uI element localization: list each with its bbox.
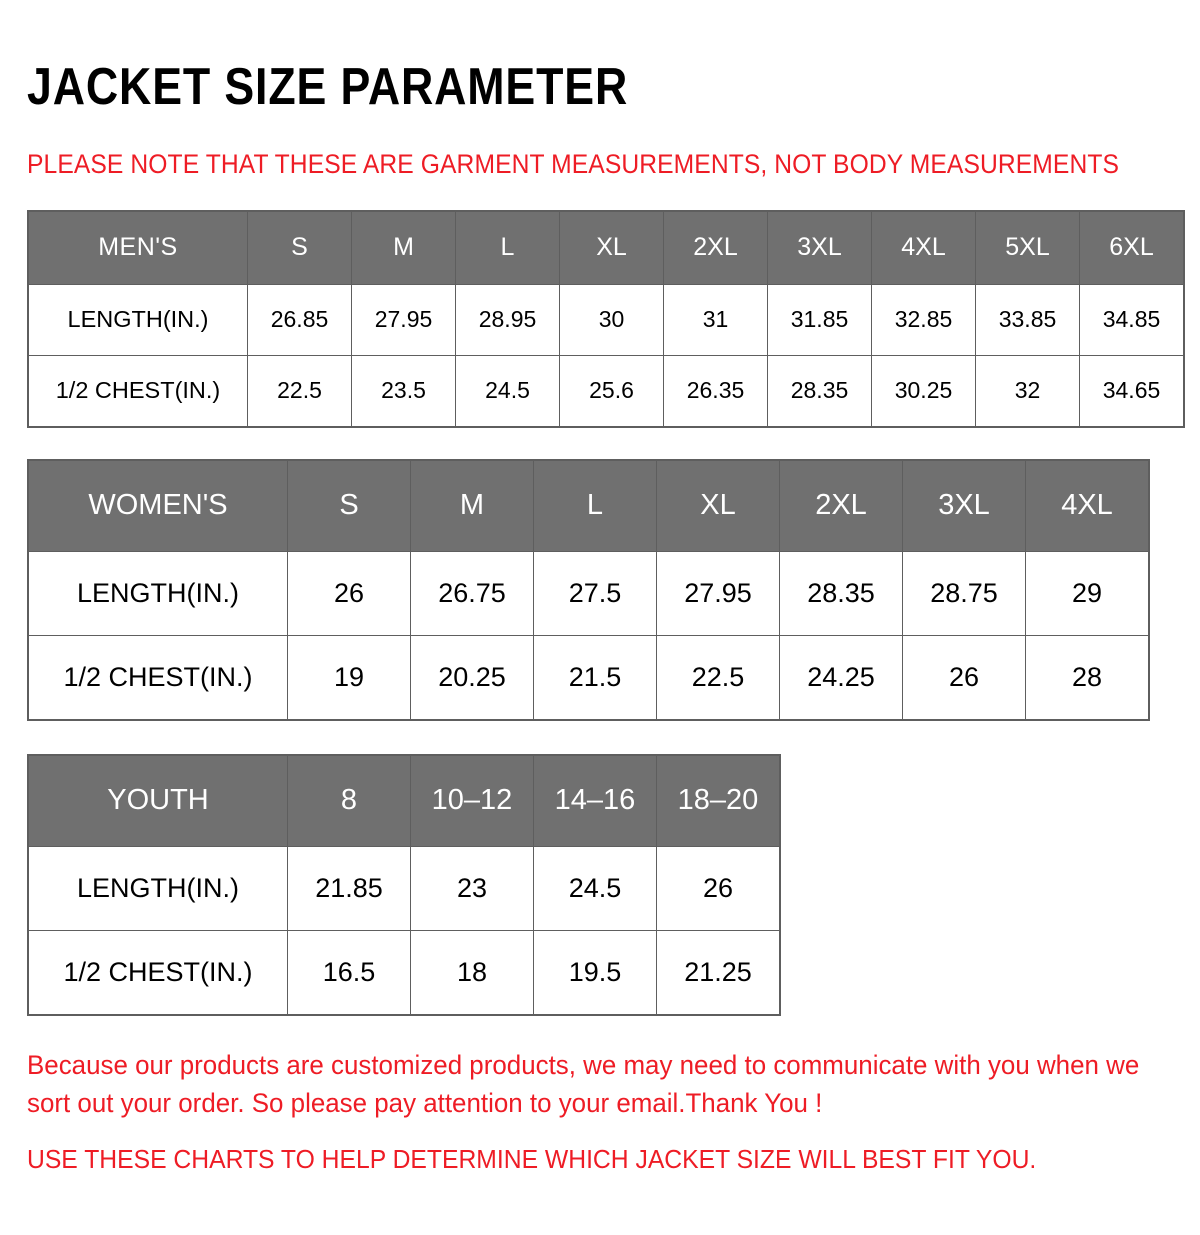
womens-chest-xl: 22.5 xyxy=(656,634,780,721)
womens-length-4xl: 29 xyxy=(1025,550,1150,636)
chart-usage-note: USE THESE CHARTS TO HELP DETERMINE WHICH… xyxy=(27,1144,1037,1175)
mens-length-4xl: 32.85 xyxy=(871,283,976,356)
youth-length-10-12: 23 xyxy=(410,845,534,931)
mens-size-header-3xl: 3XL xyxy=(767,210,872,285)
table-row: LENGTH(IN.) 26 26.75 27.5 27.95 28.35 28… xyxy=(27,550,1150,636)
womens-size-header-l: L xyxy=(533,459,657,552)
youth-size-table: YOUTH 8 10–12 14–16 18–20 LENGTH(IN.) 21… xyxy=(27,753,781,1016)
youth-length-label: LENGTH(IN.) xyxy=(27,845,288,931)
mens-chest-4xl: 30.25 xyxy=(871,354,976,428)
mens-length-s: 26.85 xyxy=(247,283,352,356)
mens-table-header: MEN'S S M L XL 2XL 3XL 4XL 5XL 6XL xyxy=(27,210,1185,285)
table-row: 1/2 CHEST(IN.) 19 20.25 21.5 22.5 24.25 … xyxy=(27,634,1150,721)
mens-size-header-m: M xyxy=(351,210,456,285)
table-row: LENGTH(IN.) 21.85 23 24.5 26 xyxy=(27,845,781,931)
mens-size-header-2xl: 2XL xyxy=(663,210,768,285)
womens-length-m: 26.75 xyxy=(410,550,534,636)
womens-length-label: LENGTH(IN.) xyxy=(27,550,288,636)
youth-category-header: YOUTH xyxy=(27,754,288,847)
womens-length-3xl: 28.75 xyxy=(902,550,1026,636)
mens-chest-label: 1/2 CHEST(IN.) xyxy=(27,354,248,428)
mens-length-m: 27.95 xyxy=(351,283,456,356)
youth-size-header-8: 8 xyxy=(287,754,411,847)
womens-category-header: WOMEN'S xyxy=(27,459,288,552)
womens-size-header-m: M xyxy=(410,459,534,552)
garment-measurement-note: PLEASE NOTE THAT THESE ARE GARMENT MEASU… xyxy=(27,148,1120,179)
page-title: JACKET SIZE PARAMETER xyxy=(27,57,629,116)
mens-length-l: 28.95 xyxy=(455,283,560,356)
womens-length-2xl: 28.35 xyxy=(779,550,903,636)
table-row: 1/2 CHEST(IN.) 16.5 18 19.5 21.25 xyxy=(27,929,781,1016)
youth-table-header: YOUTH 8 10–12 14–16 18–20 xyxy=(27,754,781,847)
mens-chest-3xl: 28.35 xyxy=(767,354,872,428)
size-chart-page: JACKET SIZE PARAMETER PLEASE NOTE THAT T… xyxy=(0,35,1200,1235)
mens-size-header-5xl: 5XL xyxy=(975,210,1080,285)
youth-chest-label: 1/2 CHEST(IN.) xyxy=(27,929,288,1016)
mens-length-3xl: 31.85 xyxy=(767,283,872,356)
mens-category-header: MEN'S xyxy=(27,210,248,285)
mens-size-header-xl: XL xyxy=(559,210,664,285)
mens-size-header-6xl: 6XL xyxy=(1079,210,1185,285)
table-header-row: YOUTH 8 10–12 14–16 18–20 xyxy=(27,754,781,847)
womens-size-header-3xl: 3XL xyxy=(902,459,1026,552)
mens-chest-l: 24.5 xyxy=(455,354,560,428)
womens-table-body: LENGTH(IN.) 26 26.75 27.5 27.95 28.35 28… xyxy=(27,550,1150,721)
mens-chest-s: 22.5 xyxy=(247,354,352,428)
table-header-row: WOMEN'S S M L XL 2XL 3XL 4XL xyxy=(27,459,1150,552)
customization-note: Because our products are customized prod… xyxy=(27,1049,1140,1118)
table-header-row: MEN'S S M L XL 2XL 3XL 4XL 5XL 6XL xyxy=(27,210,1185,285)
womens-chest-label: 1/2 CHEST(IN.) xyxy=(27,634,288,721)
womens-size-header-4xl: 4XL xyxy=(1025,459,1150,552)
youth-chest-18-20: 21.25 xyxy=(656,929,781,1016)
youth-chest-10-12: 18 xyxy=(410,929,534,1016)
mens-chest-m: 23.5 xyxy=(351,354,456,428)
womens-chest-s: 19 xyxy=(287,634,411,721)
youth-length-8: 21.85 xyxy=(287,845,411,931)
mens-chest-2xl: 26.35 xyxy=(663,354,768,428)
mens-size-header-4xl: 4XL xyxy=(871,210,976,285)
youth-size-header-10-12: 10–12 xyxy=(410,754,534,847)
mens-length-2xl: 31 xyxy=(663,283,768,356)
mens-chest-5xl: 32 xyxy=(975,354,1080,428)
table-row: LENGTH(IN.) 26.85 27.95 28.95 30 31 31.8… xyxy=(27,283,1185,356)
mens-size-table: MEN'S S M L XL 2XL 3XL 4XL 5XL 6XL LENGT… xyxy=(27,209,1185,428)
womens-size-header-xl: XL xyxy=(656,459,780,552)
womens-size-table: WOMEN'S S M L XL 2XL 3XL 4XL LENGTH(IN.)… xyxy=(27,458,1150,721)
womens-table-header: WOMEN'S S M L XL 2XL 3XL 4XL xyxy=(27,459,1150,552)
youth-length-18-20: 26 xyxy=(656,845,781,931)
womens-chest-m: 20.25 xyxy=(410,634,534,721)
youth-chest-14-16: 19.5 xyxy=(533,929,657,1016)
mens-length-xl: 30 xyxy=(559,283,664,356)
mens-length-5xl: 33.85 xyxy=(975,283,1080,356)
womens-size-header-s: S xyxy=(287,459,411,552)
youth-size-header-18-20: 18–20 xyxy=(656,754,781,847)
womens-chest-2xl: 24.25 xyxy=(779,634,903,721)
mens-table-body: LENGTH(IN.) 26.85 27.95 28.95 30 31 31.8… xyxy=(27,283,1185,428)
mens-size-header-l: L xyxy=(455,210,560,285)
womens-length-xl: 27.95 xyxy=(656,550,780,636)
mens-length-label: LENGTH(IN.) xyxy=(27,283,248,356)
womens-chest-3xl: 26 xyxy=(902,634,1026,721)
womens-length-l: 27.5 xyxy=(533,550,657,636)
womens-length-s: 26 xyxy=(287,550,411,636)
mens-chest-xl: 25.6 xyxy=(559,354,664,428)
table-row: 1/2 CHEST(IN.) 22.5 23.5 24.5 25.6 26.35… xyxy=(27,354,1185,428)
mens-chest-6xl: 34.65 xyxy=(1079,354,1185,428)
womens-chest-l: 21.5 xyxy=(533,634,657,721)
youth-table-body: LENGTH(IN.) 21.85 23 24.5 26 1/2 CHEST(I… xyxy=(27,845,781,1016)
mens-length-6xl: 34.85 xyxy=(1079,283,1185,356)
youth-chest-8: 16.5 xyxy=(287,929,411,1016)
mens-size-header-s: S xyxy=(247,210,352,285)
womens-size-header-2xl: 2XL xyxy=(779,459,903,552)
womens-chest-4xl: 28 xyxy=(1025,634,1150,721)
youth-length-14-16: 24.5 xyxy=(533,845,657,931)
youth-size-header-14-16: 14–16 xyxy=(533,754,657,847)
